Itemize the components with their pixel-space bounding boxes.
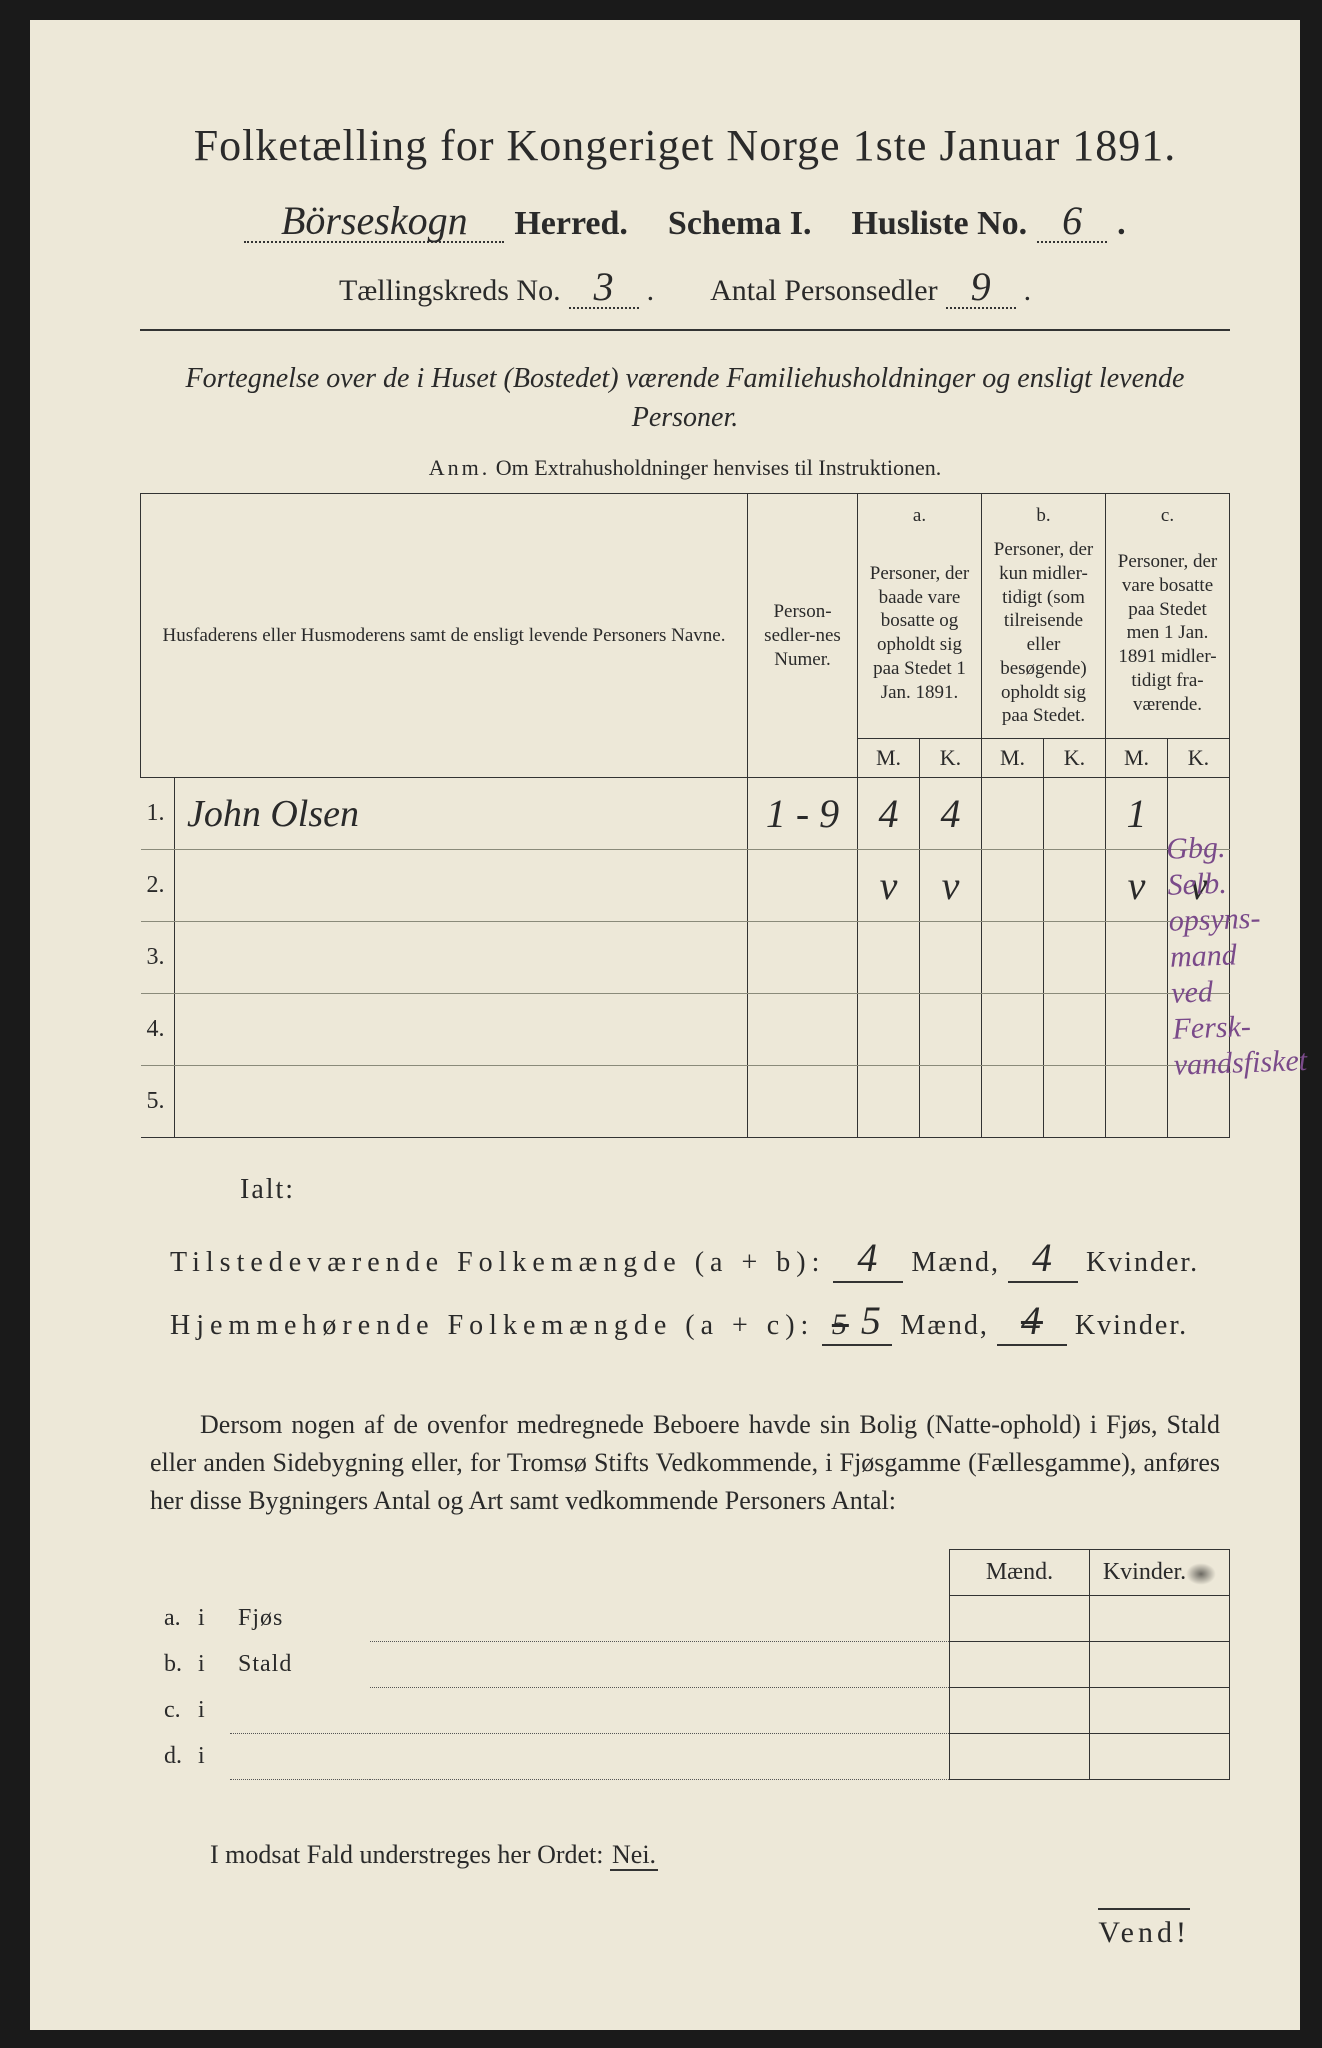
sum-ab-k: 4 bbox=[1008, 1234, 1078, 1283]
col-c-K: K. bbox=[1168, 739, 1230, 778]
lower-row: d. i bbox=[140, 1734, 1230, 1780]
herred-value: Börseskogn bbox=[244, 201, 504, 243]
divider bbox=[140, 329, 1230, 331]
anm-label: Anm. bbox=[429, 455, 491, 480]
col-a-text: Personer, der baade vare bosatte og opho… bbox=[858, 528, 982, 739]
herred-label: Herred. bbox=[514, 205, 628, 243]
lower-kvinder: Kvinder. bbox=[1090, 1550, 1230, 1596]
header-line-3: Tællingskreds No. 3 . Antal Personsedler… bbox=[140, 267, 1230, 309]
col-b-K: K. bbox=[1044, 739, 1106, 778]
table-body: 1. John Olsen 1 - 9 4 4 1 2. v v v v bbox=[141, 778, 1230, 1138]
antal-value: 9 bbox=[946, 267, 1016, 309]
col-name: Husfaderens eller Husmoderens samt de en… bbox=[141, 494, 748, 778]
col-b-text: Personer, der kun midler-tidigt (som til… bbox=[982, 528, 1106, 739]
sum-line-ac: Hjemmehørende Folkemængde (a + c): 5 5 M… bbox=[170, 1297, 1230, 1346]
husliste-value: 6 bbox=[1037, 201, 1107, 243]
description-text: Fortegnelse over de i Huset (Bostedet) v… bbox=[140, 359, 1230, 437]
ialt-label: Ialt: bbox=[240, 1174, 1230, 1206]
col-c-text: Personer, der vare bosatte paa Stedet me… bbox=[1106, 528, 1230, 739]
sum-ab-m: 4 bbox=[833, 1234, 903, 1283]
table-row: 3. bbox=[141, 922, 1230, 994]
table-row: 4. bbox=[141, 994, 1230, 1066]
lower-row: c. i bbox=[140, 1688, 1230, 1734]
lower-row: b. i Stald bbox=[140, 1642, 1230, 1688]
table-row: 5. bbox=[141, 1066, 1230, 1138]
sum-ac-label: Hjemmehørende Folkemængde (a + c): bbox=[170, 1310, 814, 1342]
col-a-label: a. bbox=[858, 494, 982, 528]
col-a-M: M. bbox=[858, 739, 920, 778]
lower-paragraph: Dersom nogen af de ovenfor medregnede Be… bbox=[150, 1406, 1220, 1519]
anm-line: Anm. Om Extrahusholdninger henvises til … bbox=[140, 455, 1230, 481]
margin-note: Gbg. Selb. opsyns-mand ved Fersk-vandsfi… bbox=[1166, 828, 1275, 1083]
nei-line: I modsat Fald understreges her Ordet: Ne… bbox=[210, 1840, 1230, 1870]
antal-label: Antal Personsedler bbox=[710, 274, 937, 308]
sum-ac-k: 4 bbox=[997, 1297, 1067, 1346]
col-c-M: M. bbox=[1106, 739, 1168, 778]
kreds-label: Tællingskreds No. bbox=[339, 274, 561, 308]
name-cell: John Olsen bbox=[175, 778, 748, 850]
lower-maend: Mænd. bbox=[950, 1550, 1090, 1596]
kreds-value: 3 bbox=[569, 267, 639, 309]
page-title: Folketælling for Kongeriget Norge 1ste J… bbox=[140, 120, 1230, 171]
husliste-label: Husliste No. bbox=[851, 205, 1027, 243]
anm-text: Om Extrahusholdninger henvises til Instr… bbox=[496, 455, 941, 480]
col-b-label: b. bbox=[982, 494, 1106, 528]
main-table: Husfaderens eller Husmoderens samt de en… bbox=[140, 493, 1230, 1138]
schema-label: Schema I. bbox=[668, 205, 812, 243]
census-form-page: Folketælling for Kongeriget Norge 1ste J… bbox=[30, 20, 1300, 2030]
col-numer: Person-sedler-nes Numer. bbox=[748, 494, 858, 778]
vend-label: Vend! bbox=[1098, 1908, 1190, 1950]
ink-smudge bbox=[1186, 1563, 1216, 1585]
nei-word: Nei. bbox=[610, 1840, 658, 1871]
table-row: 2. v v v v bbox=[141, 850, 1230, 922]
lower-table: Mænd. Kvinder. a. i Fjøs b. i Stald c. i bbox=[140, 1549, 1230, 1780]
sum-line-ab: Tilstedeværende Folkemængde (a + b): 4 M… bbox=[170, 1234, 1230, 1283]
col-b-M: M. bbox=[982, 739, 1044, 778]
col-c-label: c. bbox=[1106, 494, 1230, 528]
table-row: 1. John Olsen 1 - 9 4 4 1 bbox=[141, 778, 1230, 850]
sum-ac-m: 5 5 bbox=[822, 1297, 892, 1346]
lower-row: a. i Fjøs bbox=[140, 1596, 1230, 1642]
col-a-K: K. bbox=[920, 739, 982, 778]
sum-ab-label: Tilstedeværende Folkemængde (a + b): bbox=[170, 1247, 825, 1279]
header-line-2: Börseskogn Herred. Schema I. Husliste No… bbox=[140, 201, 1230, 243]
